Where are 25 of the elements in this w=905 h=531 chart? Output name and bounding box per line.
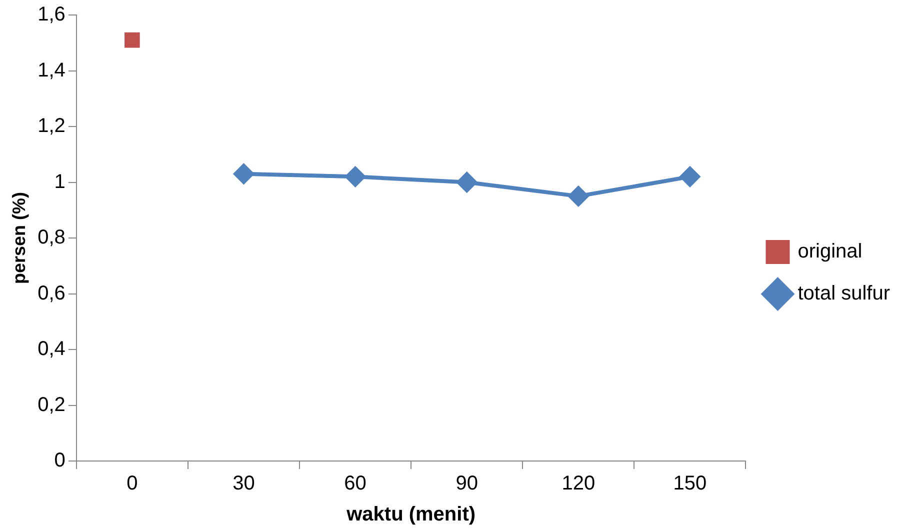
point xyxy=(234,164,254,184)
x-tick-label: 150 xyxy=(673,472,707,495)
point xyxy=(456,172,477,192)
x-tick-label: 30 xyxy=(232,472,255,495)
x-tick-label: 120 xyxy=(562,472,596,495)
legend-label: total sulfur xyxy=(798,282,890,305)
y-tick-label: 1,6 xyxy=(38,4,66,26)
point xyxy=(345,166,366,187)
y-tick-label: 0,2 xyxy=(38,394,66,416)
point xyxy=(124,32,140,48)
legend-label: original xyxy=(798,240,862,263)
y-tick-label: 1,2 xyxy=(38,115,66,138)
x-tick-label: 0 xyxy=(126,472,138,495)
x-axis-title: waktu (menit) xyxy=(346,504,476,526)
y-tick-label: 1 xyxy=(54,170,66,193)
y-tick-label: 1,4 xyxy=(38,59,66,82)
point xyxy=(680,166,700,187)
y-tick-label: 0 xyxy=(54,450,66,472)
y-tick-label: 0,4 xyxy=(38,338,66,360)
point xyxy=(568,186,588,206)
y-axis-title: persen (%) xyxy=(8,192,29,284)
x-tick-label: 60 xyxy=(344,472,366,495)
y-tick-label: 0,6 xyxy=(38,282,66,304)
x-tick-label: 90 xyxy=(456,472,478,495)
y-tick-label: 0,8 xyxy=(38,226,66,249)
